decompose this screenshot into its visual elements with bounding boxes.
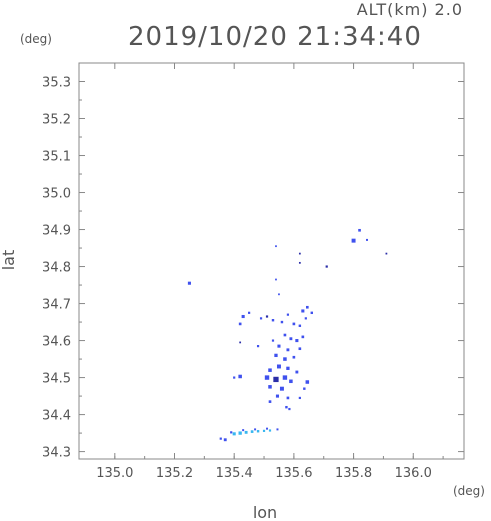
echo-point [250, 430, 254, 433]
x-tick-label: 135.4 [216, 466, 253, 481]
echo-point [268, 429, 272, 432]
echo-point [286, 348, 290, 352]
echo-point [282, 375, 288, 380]
echo-point [283, 333, 287, 337]
y-tick-label: 35.1 [42, 150, 71, 165]
echo-point [275, 278, 277, 281]
echo-point [219, 437, 222, 440]
echo-point [223, 438, 227, 442]
x-axis-unit: (deg) [453, 484, 485, 498]
echo-point [268, 400, 272, 403]
echo-point [283, 357, 287, 361]
echo-point [264, 375, 270, 380]
y-tick-label: 34.8 [42, 261, 71, 276]
echo-point [238, 374, 242, 379]
echo-point [385, 252, 388, 255]
x-tick-label: 135.0 [96, 466, 133, 481]
echo-point [256, 430, 260, 433]
echo-point [232, 432, 236, 436]
echo-point [292, 355, 296, 359]
echo-point [301, 309, 305, 313]
echo-point [268, 385, 272, 389]
echo-point [358, 228, 361, 232]
y-tick-label: 34.7 [42, 298, 71, 313]
echo-point [275, 394, 280, 398]
axis-ticks: 135.0 135.2 135.4 135.6 135.8 136.0 34.3 34.4 34… [42, 63, 464, 481]
echo-point [351, 238, 356, 243]
y-axis-label: lat [0, 250, 18, 271]
echo-point [298, 324, 302, 327]
echo-point [303, 387, 306, 390]
echo-point [276, 428, 279, 431]
x-tick-label: 136.0 [395, 466, 432, 481]
echo-point [187, 281, 191, 285]
x-tick-label: 135.8 [335, 466, 372, 481]
echo-point [254, 428, 257, 431]
echo-point [278, 293, 280, 296]
x-axis-label: lon [253, 503, 277, 521]
echo-point [286, 366, 290, 370]
y-tick-label: 34.4 [42, 409, 71, 424]
echo-point [238, 431, 242, 435]
echo-point [295, 339, 299, 343]
y-tick-label: 34.5 [42, 372, 71, 387]
echo-point [301, 335, 305, 339]
x-tick-label: 135.6 [275, 466, 312, 481]
echo-point [279, 386, 284, 391]
echo-point [277, 344, 281, 348]
echo-point [262, 429, 266, 432]
echo-point [268, 368, 272, 372]
plot-frame [78, 62, 465, 460]
echo-point [305, 380, 310, 384]
echo-point [286, 396, 290, 400]
echo-point [298, 261, 301, 264]
echo-point [276, 364, 281, 369]
altitude-label: ALT(km) 2.0 [356, 0, 463, 19]
echo-point [305, 305, 309, 309]
timestamp-title: 2019/10/20 21:34:40 [128, 22, 422, 52]
y-axis-unit: (deg) [20, 32, 52, 46]
data-points [187, 228, 388, 442]
echo-point [233, 376, 236, 379]
echo-point [366, 238, 368, 241]
echo-point [289, 337, 293, 341]
echo-point [244, 430, 248, 434]
echo-point [275, 245, 277, 248]
y-tick-label: 34.3 [42, 446, 71, 461]
echo-point [298, 252, 301, 255]
echo-point [248, 311, 251, 314]
echo-point [259, 317, 263, 320]
echo-point [265, 315, 269, 318]
echo-point [325, 265, 328, 268]
echo-point [280, 320, 284, 324]
echo-point [295, 370, 299, 374]
y-tick-label: 35.3 [42, 76, 71, 91]
echo-point [239, 341, 242, 344]
echo-point [242, 429, 245, 432]
echo-point [298, 347, 302, 351]
echo-point [230, 431, 233, 434]
echo-point [271, 339, 275, 342]
echo-point [304, 317, 307, 320]
echo-point [289, 379, 293, 384]
echo-point [273, 376, 279, 383]
echo-point [266, 427, 269, 430]
x-tick-label: 135.2 [156, 466, 193, 481]
y-tick-label: 35.2 [42, 113, 71, 128]
echo-point [292, 322, 296, 326]
echo-point [285, 405, 288, 409]
echo-point [271, 319, 275, 322]
echo-point [288, 407, 291, 411]
y-tick-label: 35.0 [42, 187, 71, 202]
echo-point [256, 345, 260, 348]
y-tick-label: 34.6 [42, 335, 71, 350]
echo-point [274, 353, 278, 358]
echo-point [241, 314, 245, 319]
echo-point [238, 322, 242, 326]
echo-point [286, 313, 290, 316]
echo-point [310, 311, 314, 315]
y-tick-label: 34.9 [42, 224, 71, 239]
echo-point [298, 396, 301, 400]
